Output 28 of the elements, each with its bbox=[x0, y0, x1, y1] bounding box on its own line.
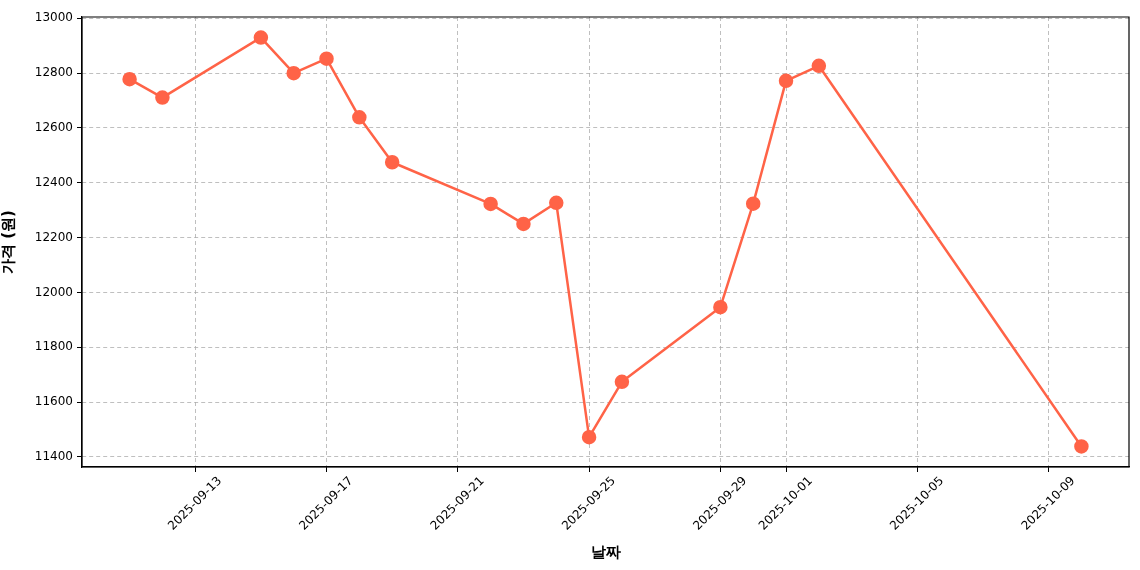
point bbox=[581, 429, 597, 445]
point bbox=[549, 195, 564, 211]
point bbox=[155, 90, 170, 105]
point bbox=[516, 216, 531, 232]
y-tick-label: 12200 bbox=[34, 229, 73, 244]
y-tick-label: 12400 bbox=[34, 174, 73, 189]
point bbox=[1074, 439, 1089, 454]
point bbox=[778, 73, 794, 89]
y-tick-label: 11400 bbox=[34, 448, 73, 463]
y-axis-title: 가격 (원) bbox=[0, 210, 17, 274]
point bbox=[614, 374, 630, 390]
x-axis-title: 날짜 bbox=[590, 542, 621, 561]
point bbox=[319, 51, 334, 66]
point bbox=[253, 30, 269, 45]
point bbox=[745, 196, 761, 211]
point bbox=[122, 71, 137, 87]
point bbox=[713, 299, 728, 315]
point bbox=[811, 58, 827, 74]
y-tick-label: 13000 bbox=[34, 10, 73, 25]
point bbox=[352, 110, 367, 125]
point bbox=[384, 155, 400, 170]
y-tick-label: 12000 bbox=[34, 284, 73, 299]
y-tick-label: 11600 bbox=[34, 394, 73, 409]
y-tick-label: 12800 bbox=[34, 65, 73, 80]
y-tick-label: 11800 bbox=[34, 339, 73, 354]
point bbox=[286, 65, 301, 81]
point bbox=[483, 196, 498, 212]
y-tick-label: 12600 bbox=[34, 120, 73, 135]
